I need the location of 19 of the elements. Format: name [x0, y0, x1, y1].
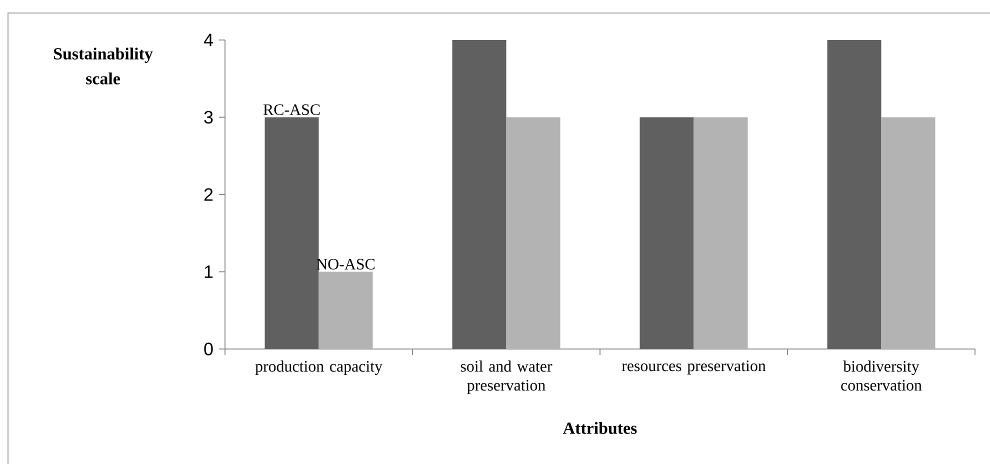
bar: [452, 40, 506, 349]
bar: [827, 40, 882, 349]
y-tick-label: 1: [204, 266, 213, 278]
bar: [506, 117, 560, 349]
y-tick-label: 2: [204, 188, 213, 201]
y-tick-label: 4: [204, 34, 213, 46]
y-tick-label: 3: [204, 110, 213, 124]
x-tick-label: production capacity: [255, 360, 382, 375]
bar: [640, 117, 694, 349]
x-tick-label: soil and water preservation: [460, 360, 552, 394]
x-axis-title: Attributes: [563, 422, 637, 434]
bar: [318, 272, 373, 349]
bar: [881, 117, 936, 349]
y-axis-title: Sustainability scale: [54, 48, 153, 84]
x-tick-label: biodiversity conservation: [841, 360, 922, 391]
bar: [694, 117, 748, 349]
y-tick-label: 0: [204, 342, 213, 356]
x-tick-label: resources preservation: [622, 360, 766, 374]
series-label: RC-ASC: [263, 104, 320, 116]
